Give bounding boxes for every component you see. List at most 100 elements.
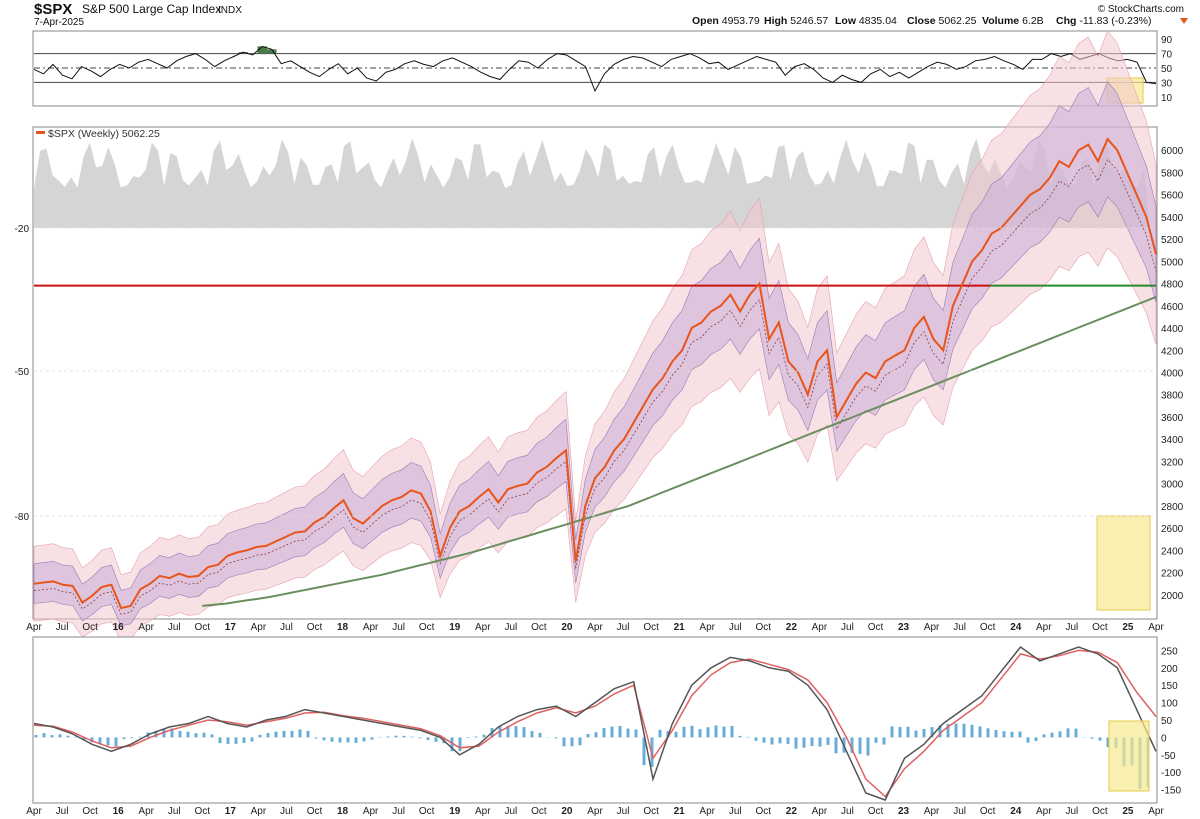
macd-ytick: -50: [1161, 751, 1176, 762]
price-xtick: 18: [337, 622, 349, 633]
left-ytick: -80: [15, 512, 30, 523]
rsi-ytick: 30: [1161, 78, 1173, 89]
macd-xtick: Oct: [868, 806, 884, 817]
ohlc-stats: Open 4953.79 High 5246.57 Low 4835.04 Close…: [692, 15, 1152, 27]
price-xtick: Jul: [1065, 622, 1078, 633]
left-ytick: -50: [15, 367, 30, 378]
price-line: [33, 137, 1157, 610]
macd-xtick: 19: [449, 806, 461, 817]
price-xtick: Oct: [868, 622, 884, 633]
price-xtick: 24: [1010, 622, 1022, 633]
macd-xtick: Apr: [1036, 806, 1052, 817]
price-xtick: Oct: [531, 622, 547, 633]
price-legend: $SPX (Weekly) 5062.25: [48, 128, 160, 140]
macd-ytick: 200: [1161, 664, 1178, 675]
rsi-ytick: 50: [1161, 64, 1173, 75]
macd-xtick: Jul: [280, 806, 293, 817]
macd-line: [33, 645, 1157, 801]
stat-volume: Volume 6.2B: [982, 15, 1044, 27]
price-ytick: 3400: [1161, 435, 1184, 446]
rsi-ytick: 70: [1161, 50, 1173, 61]
price-ytick: 2200: [1161, 569, 1184, 580]
macd-xtick: 17: [225, 806, 237, 817]
inner-band: [33, 80, 1157, 627]
stat-close: Close 5062.25: [907, 15, 977, 27]
price-ytick: 6000: [1161, 146, 1184, 157]
price-xtick: Apr: [363, 622, 379, 633]
price-xtick: Apr: [475, 622, 491, 633]
macd-xtick: Jul: [953, 806, 966, 817]
price-xtick: Apr: [138, 622, 154, 633]
macd-xtick: 25: [1122, 806, 1134, 817]
price-ytick: 2600: [1161, 524, 1184, 535]
price-xtick: Jul: [953, 622, 966, 633]
price-xtick: Apr: [924, 622, 940, 633]
price-xtick: Jul: [504, 622, 517, 633]
price-xtick: Jul: [729, 622, 742, 633]
price-ytick: 5400: [1161, 213, 1184, 224]
price-panel: 6000 5800 5600 5400 5200 5000 4800 4600 4400 4200…: [15, 29, 1184, 642]
price-highlight-box: [1096, 515, 1151, 611]
price-legend-swatch: [36, 131, 45, 134]
macd-xtick: Jul: [617, 806, 630, 817]
macd-ytick: 250: [1161, 646, 1178, 657]
price-ytick: 3200: [1161, 457, 1184, 468]
symbol-label: $SPX: [34, 1, 72, 18]
price-xtick: Apr: [812, 622, 828, 633]
price-xtick: Oct: [307, 622, 323, 633]
price-xtick: 17: [225, 622, 237, 633]
macd-highlight-box: [1108, 720, 1150, 792]
price-xtick: 23: [898, 622, 910, 633]
price-xtick: Oct: [756, 622, 772, 633]
macd-xtick: 16: [113, 806, 125, 817]
macd-xtick: Apr: [26, 806, 42, 817]
macd-xtick: Oct: [307, 806, 323, 817]
price-xtick: 21: [674, 622, 686, 633]
macd-xtick: Jul: [56, 806, 69, 817]
macd-ytick: -150: [1161, 786, 1181, 797]
macd-xtick: 20: [561, 806, 573, 817]
macd-xtick: Oct: [756, 806, 772, 817]
rsi-line: [33, 45, 1157, 93]
rsi-overbought-fill: [257, 46, 267, 54]
price-xtick: Apr: [587, 622, 603, 633]
outer-band: [33, 29, 1157, 642]
macd-xtick: Apr: [251, 806, 267, 817]
rsi-overbought-fill: [266, 49, 277, 54]
macd-xtick: Apr: [812, 806, 828, 817]
macd-xtick: Apr: [699, 806, 715, 817]
price-ytick: 3600: [1161, 413, 1184, 424]
rsi-overbought-fill: [238, 52, 248, 54]
macd-xtick: Oct: [980, 806, 996, 817]
background-indicator: [34, 138, 1150, 228]
stat-value: 5246.57: [787, 15, 828, 27]
macd-ytick: 50: [1161, 716, 1173, 727]
price-xtick: 16: [113, 622, 125, 633]
price-ytick: 2400: [1161, 546, 1184, 557]
stat-label: Open: [692, 15, 719, 27]
date-label: 7-Apr-2025: [34, 17, 84, 28]
price-ytick: 3800: [1161, 391, 1184, 402]
macd-xtick: 18: [337, 806, 349, 817]
macd-xtick: Oct: [531, 806, 547, 817]
price-xtick: 19: [449, 622, 461, 633]
brand-label[interactable]: © StockCharts.com: [1098, 4, 1184, 15]
rsi-ytick: 10: [1161, 93, 1173, 104]
stat-label: Chg: [1056, 15, 1076, 27]
price-xtick: 25: [1122, 622, 1134, 633]
stat-chg: Chg -11.83 (-0.23%): [1056, 15, 1152, 27]
macd-frame: [32, 636, 1158, 804]
price-xtick: Oct: [195, 622, 211, 633]
price-xtick: Apr: [1148, 622, 1164, 633]
price-ytick: 5600: [1161, 191, 1184, 202]
macd-xtick: Jul: [1065, 806, 1078, 817]
down-triangle-icon: [1180, 18, 1188, 24]
price-xtick: Apr: [699, 622, 715, 633]
stat-label: Volume: [982, 15, 1019, 27]
macd-xtick: Oct: [195, 806, 211, 817]
macd-xtick: Jul: [504, 806, 517, 817]
stat-value: 4835.04: [856, 15, 897, 27]
price-xtick: Apr: [251, 622, 267, 633]
exchange-label: INDX: [218, 5, 242, 16]
